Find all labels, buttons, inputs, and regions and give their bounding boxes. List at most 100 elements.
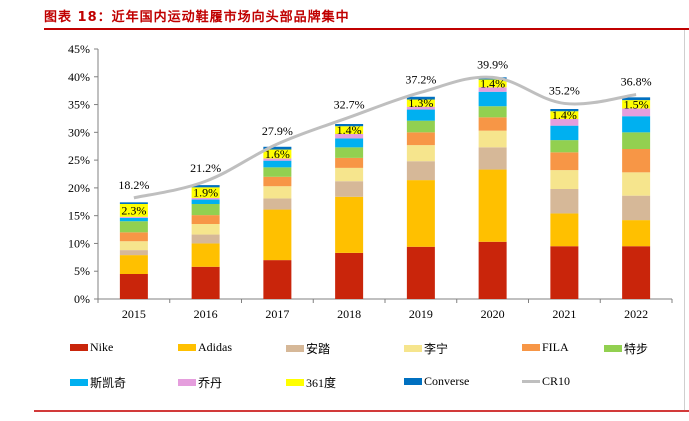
legend-label: Adidas — [198, 340, 232, 354]
bar-segment — [622, 172, 651, 196]
bar-segment-label: 2.3% — [121, 203, 146, 217]
legend-item: 安踏 — [286, 340, 330, 357]
legend-label: 特步 — [624, 342, 649, 356]
bar-segment — [622, 220, 651, 247]
cr10-value-label: 39.9% — [477, 57, 508, 71]
bar-segment — [119, 204, 148, 217]
y-tick-label: 25% — [68, 153, 90, 167]
bar-segment — [478, 130, 507, 148]
x-tick-label: 2019 — [409, 307, 433, 321]
bar-segment — [406, 120, 435, 133]
bar-segment — [263, 186, 292, 199]
data-labels: 18.2% 21.2% 27.9% 32.7% 37.2% 39.9% 35.2% 36.8%… — [118, 57, 651, 217]
bar-segment — [550, 119, 579, 126]
legend-item: 特步 — [604, 340, 648, 357]
cr10-line — [133, 75, 637, 200]
bar-segment — [335, 126, 364, 134]
bar-segment — [191, 234, 220, 244]
cr10-value-label: 32.7% — [334, 97, 365, 111]
bar-segment — [335, 134, 364, 139]
legend-color-swatch — [404, 345, 422, 352]
legend-item: Nike — [70, 340, 113, 355]
legend-label: FILA — [542, 340, 569, 354]
bar-segment — [622, 100, 651, 109]
legend-item: 乔丹 — [178, 374, 222, 391]
legend-label: 安踏 — [306, 342, 331, 356]
legend-item: 361度 — [286, 374, 336, 391]
bar-segment — [191, 187, 220, 198]
y-tick-label: 20% — [68, 181, 90, 195]
bar-segment — [478, 106, 507, 118]
bar-segment — [263, 176, 292, 187]
bar-segment — [119, 274, 148, 299]
bar-segment — [622, 195, 651, 221]
bar-segment — [622, 246, 651, 299]
bar-segment — [119, 241, 148, 251]
bar-segment — [263, 260, 292, 299]
bar-segment — [622, 97, 651, 101]
bar-segment — [191, 266, 220, 299]
bar-segment-label: 1.6% — [265, 147, 290, 161]
bar-segment — [335, 252, 364, 299]
legend-label: Nike — [90, 340, 114, 354]
bar-segment — [335, 157, 364, 168]
bar-segment — [263, 146, 292, 150]
cr10-value-label: 35.2% — [549, 83, 580, 97]
title-rule — [44, 28, 689, 30]
bar-segment — [406, 96, 435, 100]
bar-segment-label: 1.9% — [193, 186, 218, 200]
legend-color-swatch — [286, 345, 304, 352]
legend-color-swatch — [522, 344, 540, 351]
bar-segment-label: 1.5% — [624, 97, 649, 111]
y-tick-label: 0% — [74, 292, 90, 306]
bar-segment — [191, 243, 220, 267]
bar-segment — [622, 132, 651, 149]
x-tick-label: 2015 — [122, 307, 146, 321]
bar-segment — [335, 124, 364, 127]
x-tick-label: 2022 — [624, 307, 648, 321]
bar-segment — [263, 198, 292, 210]
chart-title: 图表 18：近年国内运动鞋履市场向头部品牌集中 — [44, 10, 350, 25]
bar-segment — [406, 132, 435, 146]
bar-segment — [406, 246, 435, 299]
bar-segment — [478, 117, 507, 131]
legend-color-swatch — [404, 378, 422, 385]
x-tick-label: 2020 — [481, 307, 505, 321]
y-tick-label: 10% — [68, 236, 90, 250]
bar-segment — [478, 169, 507, 242]
bar-segment — [191, 204, 220, 216]
bar-segment — [550, 152, 579, 171]
legend-label: 斯凯奇 — [90, 376, 127, 390]
y-tick-label: 30% — [68, 125, 90, 139]
bottom-rule — [34, 410, 689, 412]
bar-segment — [335, 167, 364, 182]
bar-segment — [191, 185, 220, 188]
legend-color-swatch — [178, 344, 196, 351]
bar-segment — [335, 147, 364, 158]
cr10-value-label: 18.2% — [118, 178, 149, 192]
legend-color-swatch — [604, 345, 622, 352]
bar-segment — [119, 217, 148, 222]
bar-segment — [263, 209, 292, 261]
bar-segment — [191, 215, 220, 224]
bar-segment — [119, 221, 148, 233]
bar-segment-label: 1.4% — [480, 76, 505, 90]
y-tick-label: 5% — [74, 264, 90, 278]
bar-segment-label: 1.4% — [337, 123, 362, 137]
bar-segment — [550, 189, 579, 214]
bar-segment — [406, 161, 435, 181]
bar-segment — [263, 158, 292, 161]
cr10-value-label: 36.8% — [621, 75, 652, 89]
legend-label: 361度 — [306, 376, 337, 390]
legend-item: FILA — [522, 340, 569, 355]
bar-segment-label: 1.3% — [408, 96, 433, 110]
bar-segment — [406, 109, 435, 121]
legend-item: CR10 — [522, 374, 570, 389]
bar-segment — [550, 213, 579, 247]
bar-segment — [550, 109, 579, 112]
legend-color-swatch — [178, 379, 196, 386]
bar-segment — [478, 147, 507, 170]
bar-segment — [622, 116, 651, 133]
bar-segment — [406, 145, 435, 162]
